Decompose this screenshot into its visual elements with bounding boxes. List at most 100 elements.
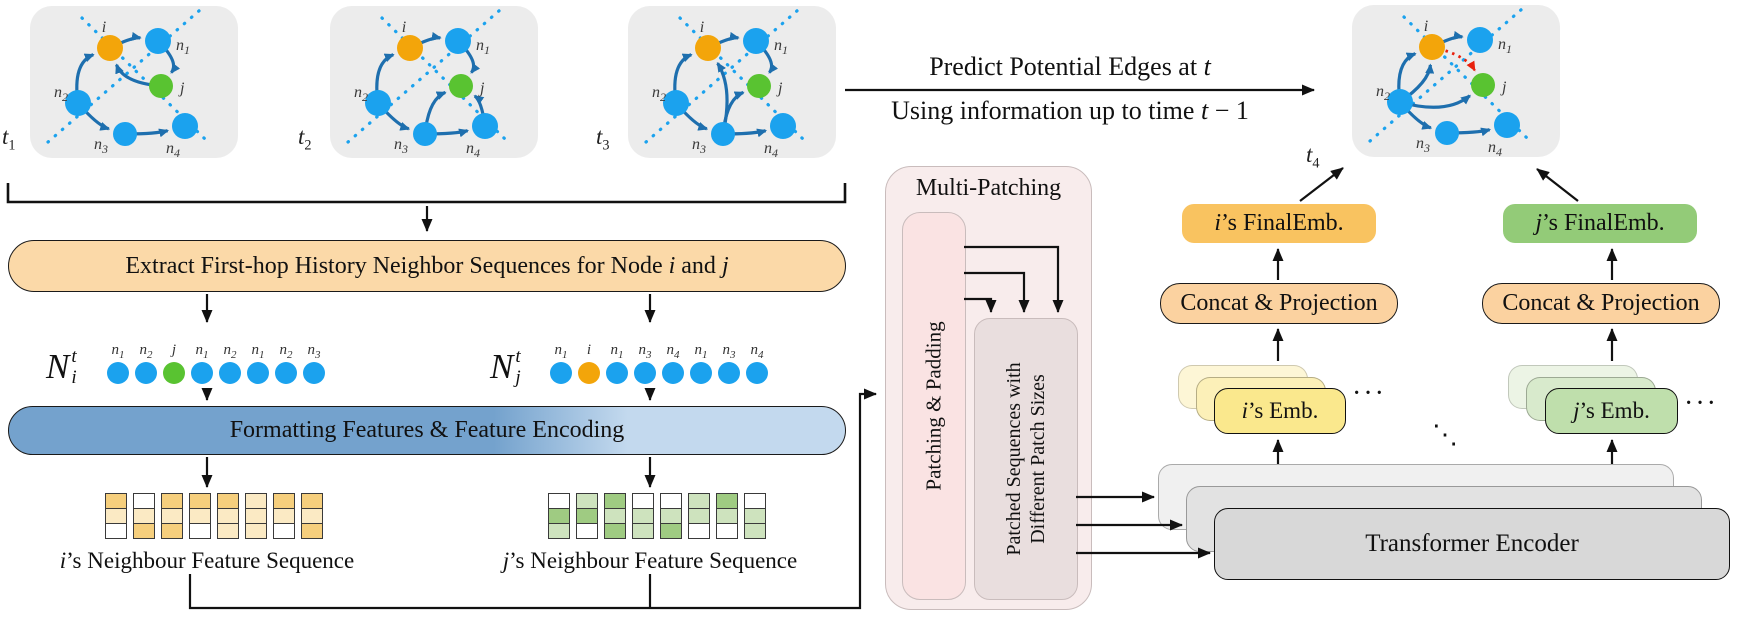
sequence-node-dot — [662, 362, 684, 384]
feature-cell — [688, 493, 710, 509]
feature-bar — [632, 493, 654, 539]
final-emb-j: j’s FinalEmb. — [1503, 204, 1697, 243]
feature-cell — [245, 493, 267, 509]
svg-text:n3: n3 — [94, 136, 108, 156]
sequence-node-dot — [606, 362, 628, 384]
sequence-node-dot — [275, 362, 297, 384]
sequence-node-dot — [634, 362, 656, 384]
feature-cell — [744, 523, 766, 539]
sequence-item: n1 — [244, 340, 272, 384]
sequence-item: n4 — [743, 340, 771, 384]
bracket-top — [6, 183, 847, 204]
svg-text:n2: n2 — [652, 84, 666, 104]
svg-text:n4: n4 — [1488, 139, 1502, 157]
svg-text:n4: n4 — [466, 140, 480, 158]
feature-bar — [189, 493, 211, 539]
feature-bar — [301, 493, 323, 539]
svg-text:n3: n3 — [394, 136, 408, 156]
feature-cell — [217, 493, 239, 509]
feature-cell — [105, 508, 127, 524]
svg-text:n1: n1 — [1498, 36, 1512, 56]
sequence-item: n3 — [631, 340, 659, 384]
feature-bar — [576, 493, 598, 539]
feature-cell — [604, 493, 626, 509]
sequence-item: n2 — [272, 340, 300, 384]
arrow-final-i-to-graph — [1299, 167, 1344, 202]
feature-bar — [161, 493, 183, 539]
feature-bar — [548, 493, 570, 539]
feature-cell — [688, 508, 710, 524]
neighbor-sequence-j: n1 i n1 n3 n4 n1 n3 n4 — [547, 340, 771, 384]
predict-annotation-line1: Predict Potential Edges at t — [929, 52, 1211, 81]
feature-cell — [273, 523, 295, 539]
svg-text:n3: n3 — [1416, 135, 1430, 155]
feature-bar — [217, 493, 239, 539]
sequence-item: n1 — [104, 340, 132, 384]
arrow-final-j-to-graph — [1536, 168, 1579, 202]
sequence-item: n1 — [603, 340, 631, 384]
feature-cell — [161, 523, 183, 539]
svg-text:j: j — [776, 80, 783, 97]
sequence-item: n1 — [547, 340, 575, 384]
feature-cell — [217, 508, 239, 524]
svg-text:n1: n1 — [176, 37, 190, 57]
feature-cell — [133, 523, 155, 539]
sequence-item: n1 — [687, 340, 715, 384]
sequence-node-dot — [107, 362, 129, 384]
svg-text:n1: n1 — [476, 37, 490, 57]
feature-cell — [688, 523, 710, 539]
feature-bar — [744, 493, 766, 539]
sequence-node-dot — [191, 362, 213, 384]
sequence-node-dot — [690, 362, 712, 384]
feature-cell — [189, 508, 211, 524]
time-label-t4: t4 — [1306, 142, 1320, 172]
feature-bar — [105, 493, 127, 539]
sequence-item: n2 — [216, 340, 244, 384]
sequence-item: n3 — [300, 340, 328, 384]
final-emb-i: i’s FinalEmb. — [1182, 204, 1376, 243]
feature-cell — [632, 493, 654, 509]
formatting-box: Formatting Features & Feature Encoding — [8, 406, 846, 455]
svg-text:n2: n2 — [1376, 83, 1390, 103]
feature-cell — [301, 523, 323, 539]
svg-text:n2: n2 — [354, 84, 368, 104]
feature-cell — [576, 508, 598, 524]
patched-sequences-box: Patched Sequences with Different Patch S… — [974, 318, 1078, 600]
feature-cell — [273, 493, 295, 509]
feature-cell — [217, 523, 239, 539]
extract-neighbor-sequences-box: Extract First-hop History Neighbor Seque… — [8, 240, 846, 292]
svg-text:j: j — [1500, 79, 1507, 96]
transformer-encoder-front: Transformer Encoder — [1214, 508, 1730, 580]
feature-cell — [133, 493, 155, 509]
feature-cell — [301, 508, 323, 524]
svg-text:j: j — [178, 80, 185, 97]
feature-cell — [576, 493, 598, 509]
sequence-node-dot — [718, 362, 740, 384]
graph-snapshot-t1: i n1 j n2 n3 n4 — [30, 6, 238, 158]
svg-text:n4: n4 — [166, 140, 180, 158]
sequence-node-dot — [219, 362, 241, 384]
sequence-node-dot — [746, 362, 768, 384]
svg-text:n1: n1 — [774, 37, 788, 57]
sequence-item: i — [575, 340, 603, 384]
feature-cell — [245, 523, 267, 539]
sequence-item: n2 — [132, 340, 160, 384]
sequence-node-dot — [303, 362, 325, 384]
svg-text:i: i — [1424, 18, 1428, 35]
svg-text:i: i — [402, 19, 406, 36]
emb-i-front: i’s Emb. — [1214, 388, 1346, 434]
neighbor-sequence-i: n1 n2 j n1 n2 n1 n2 n3 — [104, 340, 328, 384]
time-label-t2: t2 — [298, 124, 312, 154]
svg-text:n3: n3 — [692, 136, 706, 156]
ellipsis-diagonal: ⋱ — [1432, 420, 1460, 449]
graph-snapshot-t3: i n1 j n2 n3 n4 — [628, 6, 836, 158]
feature-cell — [548, 508, 570, 524]
sequence-item: n1 — [188, 340, 216, 384]
time-label-t1: t1 — [2, 124, 16, 154]
sequence-node-dot — [578, 362, 600, 384]
feature-cell — [604, 508, 626, 524]
patching-padding-box: Patching & Padding — [902, 212, 966, 600]
multi-patching-title: Multi-Patching — [915, 175, 1062, 201]
